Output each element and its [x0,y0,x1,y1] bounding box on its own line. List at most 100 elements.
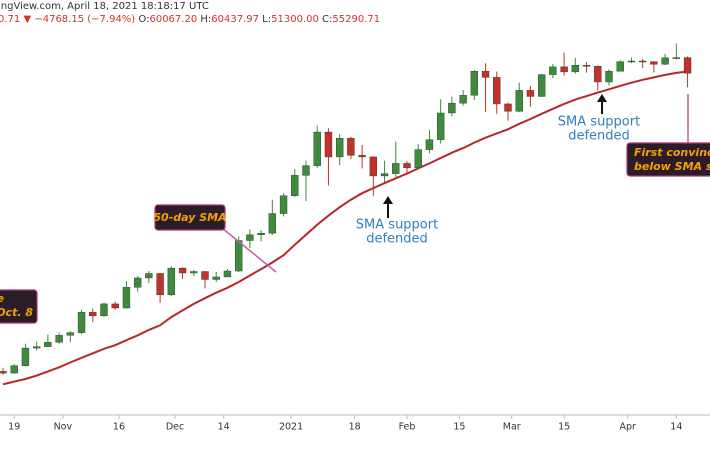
x-tick-label: Mar [503,422,521,433]
candle-body [201,271,209,280]
candle-body [291,175,299,196]
header-label: C: [322,14,332,25]
x-tick-label: 16 [113,422,125,433]
header-label: O: [138,14,149,25]
candle-body [190,271,198,274]
candle-body [571,65,580,73]
candle-body [392,163,400,174]
x-tick-label: Dec [166,422,184,433]
candle-body [661,57,669,65]
candle-body [0,371,7,374]
annotation: defended [366,232,428,247]
x-tick-label: 2021 [279,422,303,433]
candle-body [145,273,153,279]
x-tick-label: 14 [670,422,682,433]
candle-body [425,139,434,150]
pointer [221,227,277,273]
annotation: SMA support [356,218,438,233]
header-low: 51300.00 [271,14,319,25]
candle-body [324,131,333,158]
candle-body [605,70,613,83]
candle-body [448,102,456,114]
candle-body [122,287,131,309]
annotation: First convincing [634,146,710,159]
candle-body [21,347,30,366]
candle-body [257,233,265,236]
x-tick-label: Apr [619,422,636,433]
candle-body [55,335,63,343]
candle-body [313,131,321,166]
candle-body [369,156,378,177]
candle-body [111,303,119,309]
header-open: 60067.20 [149,14,197,25]
candle-body [515,90,523,112]
header-last: 0.71 [0,14,20,25]
candle-body [100,303,108,317]
candle-body [44,342,52,347]
x-tick-label: 19 [8,422,20,433]
candle-body [672,57,681,59]
header-arrow: ▼ [23,14,31,25]
candle-body [156,273,164,296]
header-source: ingView.com, April 18, 2021 18:18:17 UTC [0,1,209,12]
candle-body [436,112,445,140]
candle-body [380,173,389,177]
candle-body [212,276,220,280]
candle-body [347,138,355,156]
header-close: 55290.71 [332,14,380,25]
candle-body [594,65,602,83]
candle-body [358,155,366,158]
x-tick-label: 18 [349,422,361,433]
x-tick-label: Feb [399,422,416,433]
candle-body [223,270,232,278]
candle-body [627,60,636,63]
candle-body [335,138,344,158]
arrow-head [383,196,393,204]
header-label: H: [200,14,211,25]
plot: 19 Nov 16 Dec 14 2021 18 Feb 15 Mar 15 Apr 14 [0,43,692,433]
candle-body [234,240,243,272]
candle-body [167,267,176,296]
header-ohlc: 0.71 ▼ −4768.15 (−7.94%) O:60067.20 H:60… [0,14,380,25]
header-high: 60437.97 [211,14,259,25]
annotation: defended [568,129,630,144]
candle-body [560,66,568,73]
candle-body [178,267,187,274]
candle-body [504,103,512,112]
candle-body [133,277,142,288]
x-tick-label: 14 [218,422,230,433]
annotation-box [154,204,226,231]
candle-body [302,165,310,176]
annotation-box [0,289,38,324]
candle-body [683,57,692,74]
candle-body [414,149,422,169]
x-tick-label: 15 [558,422,570,433]
candle-body [66,332,75,336]
candle-body [549,66,557,75]
annotation: e [0,292,5,305]
candle-body [638,60,647,63]
candle-body [403,163,411,169]
candle-body [526,90,535,97]
annotation-box [626,142,710,177]
candle-body [279,195,288,214]
annotation: below SMA since [634,160,710,173]
candle-body [77,311,86,333]
arrow-head [597,94,607,102]
x-tick-label: Nov [54,422,73,433]
candle-body [32,346,41,349]
candle-body [89,311,97,317]
annotation: Oct. 8 [0,306,33,319]
candle-body [616,61,624,72]
candle-body [582,65,591,67]
header-change: −4768.15 (−7.94%) [34,14,135,25]
annotation: SMA support [558,115,640,130]
candle-body [493,77,501,105]
candle-body [246,234,254,241]
candle-body [537,74,546,97]
header-label: L: [262,14,271,25]
x-tick-label: 15 [453,422,465,433]
candle-body [650,61,658,65]
sma-line [2,70,688,386]
